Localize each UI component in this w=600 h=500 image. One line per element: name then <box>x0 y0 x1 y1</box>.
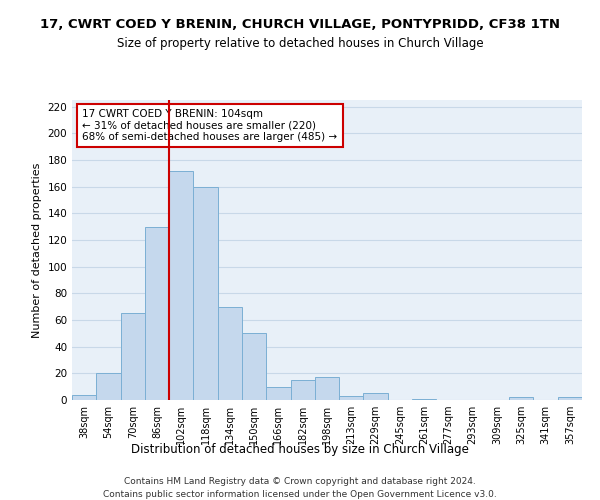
Text: Contains public sector information licensed under the Open Government Licence v3: Contains public sector information licen… <box>103 490 497 499</box>
Bar <box>121 314 145 400</box>
Bar <box>96 374 121 400</box>
Bar <box>72 394 96 400</box>
Text: 17, CWRT COED Y BRENIN, CHURCH VILLAGE, PONTYPRIDD, CF38 1TN: 17, CWRT COED Y BRENIN, CHURCH VILLAGE, … <box>40 18 560 30</box>
Text: 17 CWRT COED Y BRENIN: 104sqm
← 31% of detached houses are smaller (220)
68% of : 17 CWRT COED Y BRENIN: 104sqm ← 31% of d… <box>82 109 337 142</box>
Bar <box>339 396 364 400</box>
Bar <box>169 170 193 400</box>
Bar <box>558 398 582 400</box>
Bar <box>290 380 315 400</box>
Bar <box>412 398 436 400</box>
Text: Size of property relative to detached houses in Church Village: Size of property relative to detached ho… <box>116 38 484 51</box>
Bar <box>266 386 290 400</box>
Bar <box>145 226 169 400</box>
Bar <box>193 186 218 400</box>
Text: Distribution of detached houses by size in Church Village: Distribution of detached houses by size … <box>131 442 469 456</box>
Bar <box>315 378 339 400</box>
Bar <box>364 394 388 400</box>
Bar <box>509 398 533 400</box>
Bar <box>242 334 266 400</box>
Bar <box>218 306 242 400</box>
Text: Contains HM Land Registry data © Crown copyright and database right 2024.: Contains HM Land Registry data © Crown c… <box>124 478 476 486</box>
Y-axis label: Number of detached properties: Number of detached properties <box>32 162 42 338</box>
